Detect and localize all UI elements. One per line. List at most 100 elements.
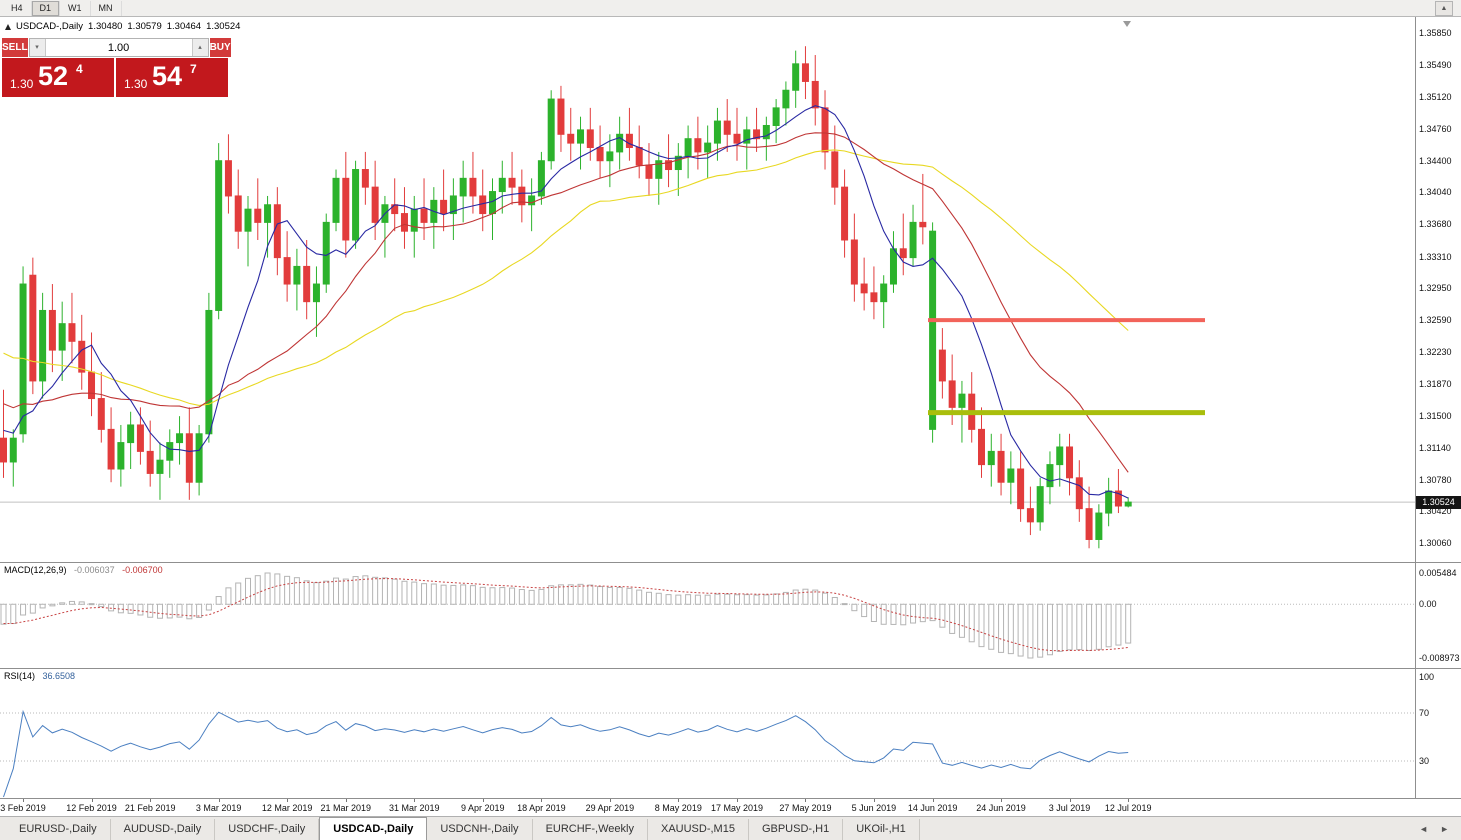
tab-ukoil-h1[interactable]: UKOil-,H1 xyxy=(843,819,920,840)
macd-bar xyxy=(333,577,340,605)
macd-bar xyxy=(391,578,398,605)
buy-button[interactable]: BUY xyxy=(209,38,231,57)
candle xyxy=(704,142,712,153)
sell-price-base: 1.30 xyxy=(10,77,34,91)
panel-separator[interactable] xyxy=(0,668,1461,669)
macd-label: MACD(12,26,9) xyxy=(4,565,67,575)
candle xyxy=(205,309,213,435)
volume-input[interactable] xyxy=(45,39,192,56)
timeframe-button-w1[interactable]: W1 xyxy=(60,0,91,16)
candle xyxy=(537,160,545,197)
macd-bar xyxy=(39,603,46,609)
timeframe-button-d1[interactable]: D1 xyxy=(31,0,61,16)
date-label: 17 May 2019 xyxy=(710,803,764,813)
caret-up-icon: ▴ xyxy=(198,44,202,51)
date-label: 12 Jul 2019 xyxy=(1104,803,1152,813)
timeframe-button-h4[interactable]: H4 xyxy=(3,0,32,16)
rsi-chart[interactable] xyxy=(0,669,1461,798)
macd-bar xyxy=(225,587,232,605)
date-label: 27 May 2019 xyxy=(779,803,832,813)
candle xyxy=(136,424,144,452)
volume-field-wrap: ▾ ▴ xyxy=(28,38,209,57)
ohlc-open: 1.30480 xyxy=(88,21,123,32)
macd-bar xyxy=(1086,603,1093,652)
panel-separator[interactable] xyxy=(0,562,1461,563)
candle xyxy=(870,292,878,303)
candle xyxy=(674,155,682,171)
rsi-line xyxy=(3,709,1129,798)
tab-usdcnh-daily[interactable]: USDCNH-,Daily xyxy=(427,819,533,840)
candle xyxy=(919,221,927,228)
macd-bar xyxy=(450,584,457,605)
macd-value: -0.006037 xyxy=(74,565,115,575)
toolbar-collapse-button[interactable]: ▲ xyxy=(1435,1,1453,16)
panel-separator xyxy=(0,798,1461,799)
timeframe-button-mn[interactable]: MN xyxy=(91,0,122,16)
candle xyxy=(117,442,125,470)
macd-bar xyxy=(274,573,281,605)
candle xyxy=(1085,508,1093,540)
macd-bar xyxy=(78,601,85,605)
candle xyxy=(528,195,536,206)
candle xyxy=(469,177,477,197)
buy-price-main: 54 xyxy=(152,61,183,91)
candle xyxy=(127,424,135,444)
tab-usdcad-daily[interactable]: USDCAD-,Daily xyxy=(319,817,428,840)
macd-chart[interactable] xyxy=(0,563,1461,668)
candle xyxy=(616,133,624,153)
date-label: 3 Feb 2019 xyxy=(0,803,46,813)
date-label: 14 Jun 2019 xyxy=(907,803,958,813)
time-axis[interactable]: 3 Feb 2019 12 Feb 2019 21 Feb 2019 3 Mar 20… xyxy=(0,799,1461,816)
candle xyxy=(880,283,888,303)
tab-usdchf-daily[interactable]: USDCHF-,Daily xyxy=(215,819,320,840)
sell-button[interactable]: SELL xyxy=(2,38,28,57)
macd-bar xyxy=(851,603,858,612)
macd-bar xyxy=(254,575,261,605)
macd-bar xyxy=(1046,603,1053,656)
tab-gbpusd-h1[interactable]: GBPUSD-,H1 xyxy=(749,819,844,840)
macd-bar xyxy=(685,594,692,605)
candle xyxy=(361,169,369,188)
rsi-axis-label: 30 xyxy=(1419,756,1430,766)
price-chart-panel: USDCAD-,Daily 1.30480 1.30579 1.30464 1.… xyxy=(0,17,1461,562)
tab-scroll-right-icon[interactable]: ► xyxy=(1440,823,1449,834)
buy-price-box[interactable]: 1.30 54 7 xyxy=(116,58,228,97)
expand-triangle-icon[interactable] xyxy=(5,23,11,30)
date-label: 9 Apr 2019 xyxy=(460,803,505,813)
date-tick xyxy=(541,799,543,802)
macd-bar xyxy=(616,586,623,605)
tab-scroll-left-icon[interactable]: ◄ xyxy=(1419,823,1429,834)
candle xyxy=(1056,446,1064,466)
macd-bar xyxy=(1115,603,1122,646)
macd-bar xyxy=(548,585,555,605)
price-axis-label: 1.34760 xyxy=(1419,124,1452,134)
macd-bar xyxy=(763,594,770,605)
price-axis-label: 1.30060 xyxy=(1419,538,1452,548)
candle xyxy=(772,107,780,126)
candle xyxy=(811,80,819,109)
buy-price-base: 1.30 xyxy=(124,77,148,91)
chart-shift-marker-icon xyxy=(1123,21,1131,27)
tab-xauusd-m15[interactable]: XAUUSD-,M15 xyxy=(648,819,749,840)
candle xyxy=(68,323,76,342)
tab-eurchf-weekly[interactable]: EURCHF-,Weekly xyxy=(533,819,648,840)
date-label: 29 Apr 2019 xyxy=(585,803,635,813)
sell-price-box[interactable]: 1.30 52 4 xyxy=(2,58,114,97)
macd-bar xyxy=(411,581,418,605)
macd-bar xyxy=(782,591,789,605)
macd-axis-label: 0.005484 xyxy=(1419,568,1457,578)
volume-decrease-button[interactable]: ▾ xyxy=(29,39,46,56)
candle xyxy=(1105,490,1113,514)
macd-bar xyxy=(264,572,271,605)
candle xyxy=(1114,490,1122,507)
candle xyxy=(831,151,839,188)
macd-bar xyxy=(20,603,27,616)
tab-audusd-daily[interactable]: AUDUSD-,Daily xyxy=(111,819,216,840)
tab-eurusd-daily[interactable]: EURUSD-,Daily xyxy=(6,819,111,840)
date-tick xyxy=(482,799,484,802)
volume-increase-button[interactable]: ▴ xyxy=(191,39,208,56)
price-axis-label: 1.32590 xyxy=(1419,315,1452,326)
macd-bar xyxy=(88,603,95,606)
date-label: 31 Mar 2019 xyxy=(388,803,440,813)
candlestick-chart[interactable] xyxy=(0,17,1461,562)
